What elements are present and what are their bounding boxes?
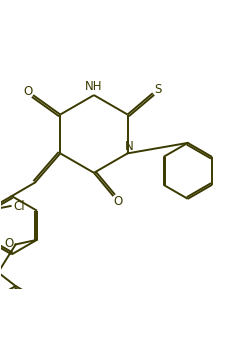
Text: O: O xyxy=(114,195,123,208)
Text: NH: NH xyxy=(84,80,102,93)
Text: S: S xyxy=(154,83,162,96)
Text: N: N xyxy=(125,140,134,153)
Text: O: O xyxy=(4,237,13,250)
Text: Cl: Cl xyxy=(13,200,25,212)
Text: O: O xyxy=(24,85,33,98)
